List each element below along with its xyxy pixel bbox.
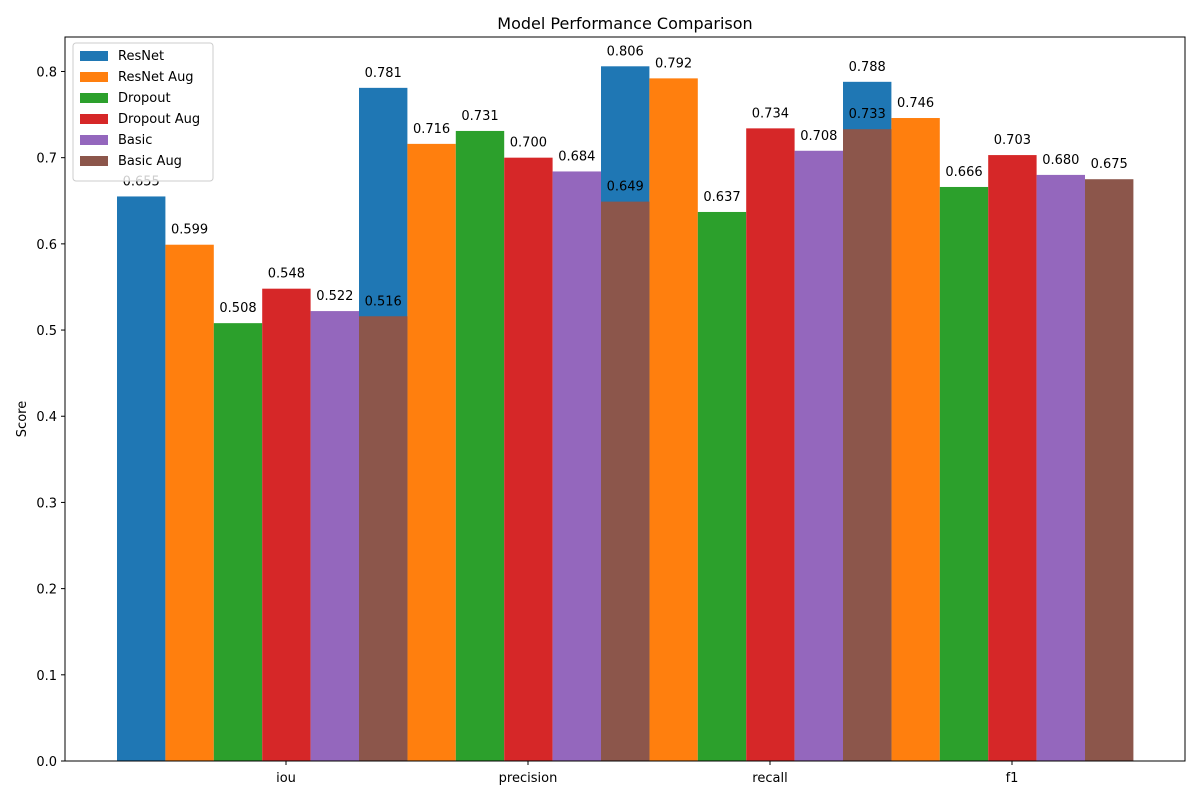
y-tick-label: 0.8 (36, 65, 57, 80)
axes-layer: 0.0 0.1 0.2 0.3 0.4 0.5 0.6 0.7 0.8 iou precision r… (36, 36, 1186, 786)
value-label: 0.666 (945, 165, 982, 180)
value-label: 0.516 (365, 294, 402, 309)
y-tick-label: 0.7 (36, 152, 57, 167)
y-tick-label: 0.6 (36, 238, 57, 253)
bar-resnet-aug-recall (649, 78, 698, 761)
legend-label: Dropout Aug (118, 112, 200, 127)
value-label: 0.700 (510, 136, 547, 151)
value-label: 0.675 (1091, 157, 1128, 172)
value-label: 0.734 (752, 106, 789, 121)
plot-frame (64, 36, 1186, 762)
legend-label: Basic (118, 133, 152, 148)
bar-dropout-aug-recall (746, 128, 795, 761)
bar-dropout-aug-f1 (988, 155, 1037, 762)
value-label: 0.716 (413, 122, 450, 137)
value-label: 0.708 (800, 129, 837, 144)
legend-swatch (80, 114, 108, 124)
y-tick-label: 0.5 (36, 324, 57, 339)
value-label: 0.703 (994, 133, 1031, 148)
bar-basic-iou (310, 311, 359, 761)
y-axis-title: Score (15, 401, 30, 437)
bar-basic-recall (794, 150, 843, 761)
value-label: 0.731 (461, 109, 498, 124)
value-label: 0.522 (316, 289, 353, 304)
bar-resnet-aug-f1 (891, 118, 940, 762)
value-label: 0.637 (703, 190, 740, 205)
y-tick-label: 0.2 (36, 583, 57, 598)
legend-label: ResNet (118, 49, 164, 64)
bar-dropout-aug-iou (262, 288, 311, 761)
value-label: 0.684 (558, 149, 595, 164)
legend-swatch (80, 51, 108, 61)
value-label: 0.649 (607, 180, 644, 195)
bar-dropout-iou (213, 323, 263, 761)
bar-resnet-aug-iou (165, 244, 214, 761)
value-label: 0.781 (365, 66, 402, 81)
value-label: 0.746 (897, 96, 934, 111)
y-tick-label: 0.4 (36, 410, 57, 425)
legend-swatch (80, 93, 108, 103)
legend-swatch (80, 72, 108, 82)
value-label: 0.599 (171, 223, 208, 238)
value-label: 0.548 (268, 267, 305, 282)
x-tick-label: iou (276, 771, 296, 786)
bar-dropout-precision (455, 130, 505, 761)
legend: ResNet ResNet Aug Dropout Dropout Aug Basic B… (72, 42, 214, 182)
bar-basic-aug-iou (359, 316, 408, 761)
bars-layer (117, 66, 1134, 762)
value-label: 0.792 (655, 56, 692, 71)
value-label: 0.788 (849, 60, 886, 75)
bar-basic-aug-f1 (1085, 179, 1134, 761)
bar-resnet-aug-precision (407, 143, 456, 761)
value-label: 0.508 (219, 301, 256, 316)
x-tick-label: precision (499, 771, 558, 786)
y-tick-label: 0.0 (36, 755, 57, 770)
y-tick-label: 0.3 (36, 496, 57, 511)
bar-basic-aug-precision (601, 201, 650, 762)
bar-dropout-aug-precision (504, 157, 553, 761)
bar-dropout-recall (697, 211, 747, 761)
x-tick-label: f1 (1006, 771, 1019, 786)
bar-basic-f1 (1036, 174, 1085, 761)
value-labels-layer: 0.6550.7810.8060.7880.5990.7160.7920.746… (123, 44, 1128, 316)
y-tick-label: 0.1 (36, 669, 57, 684)
bar-basic-precision (552, 171, 601, 761)
x-tick-label: recall (752, 771, 787, 786)
value-label: 0.733 (849, 107, 886, 122)
legend-label: ResNet Aug (118, 70, 194, 85)
value-label: 0.680 (1042, 153, 1079, 168)
legend-swatch (80, 156, 108, 166)
bar-resnet-iou (117, 196, 166, 761)
chart-title: Model Performance Comparison (497, 14, 752, 33)
value-label: 0.806 (607, 44, 644, 59)
legend-label: Basic Aug (118, 154, 182, 169)
legend-label: Dropout (118, 91, 171, 106)
bar-dropout-f1 (939, 186, 989, 761)
bar-basic-aug-recall (843, 129, 892, 761)
legend-swatch (80, 135, 108, 145)
